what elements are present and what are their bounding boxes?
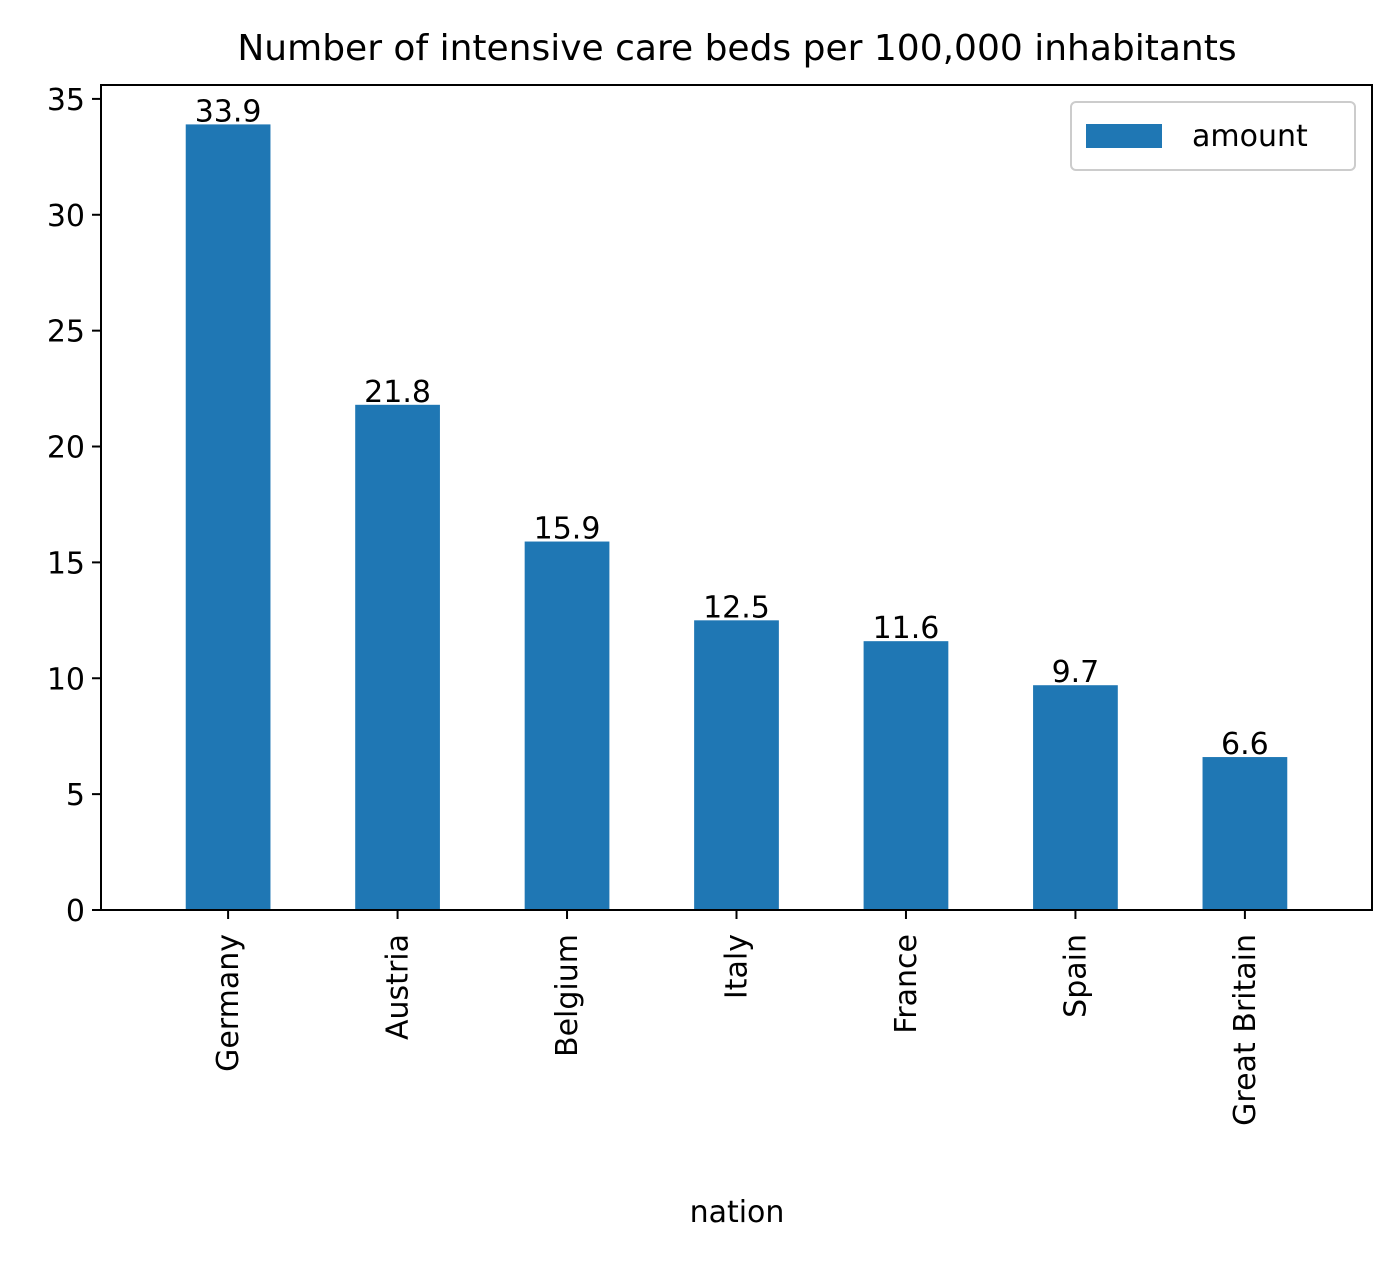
bar-italy <box>694 620 779 910</box>
data-label: 33.9 <box>195 94 262 129</box>
x-tick-label: France <box>889 934 924 1034</box>
x-tick-label: Great Britain <box>1228 934 1263 1126</box>
data-label: 21.8 <box>364 375 431 410</box>
bars-layer <box>185 124 1288 911</box>
x-tick-label: Austria <box>381 934 416 1040</box>
y-tick-label: 35 <box>47 83 85 118</box>
data-label: 6.6 <box>1221 727 1269 762</box>
bar-france <box>863 641 949 910</box>
chart-title: Number of intensive care beds per 100,00… <box>237 28 1236 69</box>
data-label: 11.6 <box>873 611 940 646</box>
plot-frame <box>100 84 1373 911</box>
data-label: 12.5 <box>703 590 770 625</box>
y-tick-label: 20 <box>47 431 85 466</box>
x-tick-label: Italy <box>720 934 755 999</box>
y-tick-label: 10 <box>47 662 85 697</box>
legend-label: amount <box>1192 119 1308 154</box>
y-axis: 0 5 10 15 20 25 30 35 <box>47 83 101 929</box>
data-label: 15.9 <box>534 512 601 547</box>
x-axis-label: nation <box>690 1195 785 1230</box>
legend-swatch <box>1086 124 1162 148</box>
bar-germany <box>185 124 271 911</box>
bar-spain <box>1033 685 1118 910</box>
y-tick-label: 30 <box>47 199 85 234</box>
x-axis: Germany Austria Belgium Italy France Spain Gre… <box>211 910 1263 1126</box>
x-tick-label: Germany <box>211 934 246 1072</box>
x-tick-label: Spain <box>1058 934 1093 1018</box>
data-label: 9.7 <box>1052 655 1100 690</box>
data-labels-layer: 33.9 21.8 15.9 12.5 11.6 9.7 6.6 <box>195 94 1269 762</box>
legend: amount <box>1070 101 1356 171</box>
bar-austria <box>355 404 440 910</box>
y-tick-label: 25 <box>47 315 85 350</box>
legend-box <box>1070 101 1356 171</box>
bar-belgium <box>524 541 610 910</box>
y-tick-label: 5 <box>66 778 85 813</box>
y-tick-label: 15 <box>47 546 85 581</box>
y-tick-label: 0 <box>66 894 85 929</box>
bar-great-britain <box>1202 757 1288 910</box>
x-tick-label: Belgium <box>550 934 585 1057</box>
